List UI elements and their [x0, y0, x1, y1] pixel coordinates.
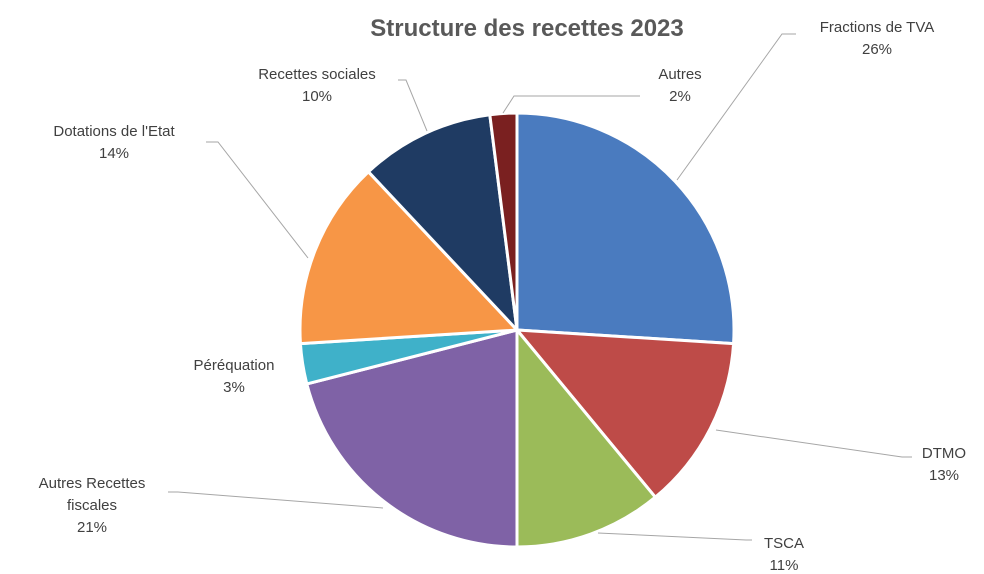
pie-slice-2	[515, 328, 736, 499]
slice-label-value: 2%	[669, 88, 691, 105]
pie-slice-4	[305, 328, 519, 549]
slice-label-name: Autres	[658, 66, 701, 83]
leader-line-7	[398, 79, 428, 132]
slice-label-name: TSCA	[764, 535, 804, 552]
leader-line-1	[676, 33, 796, 181]
slice-label-value: 21%	[77, 519, 107, 536]
slice-label-name: Autres Recettes	[39, 475, 146, 492]
leader-line-8	[502, 95, 640, 114]
leader-lines	[168, 33, 912, 541]
slice-label-value: 10%	[302, 88, 332, 105]
slice-label-name: fiscales	[67, 497, 117, 514]
leader-line-6	[206, 141, 309, 259]
slice-label-value: 26%	[862, 41, 892, 58]
chart-title: Structure des recettes 2023	[370, 15, 684, 42]
pie-slice-1	[515, 111, 736, 346]
slice-label-name: Péréquation	[194, 357, 275, 374]
slice-label-value: 13%	[929, 467, 959, 484]
leader-line-4	[168, 491, 384, 509]
leader-line-2	[715, 429, 912, 458]
pie-slice-6	[298, 170, 519, 346]
slice-labels: Fractions de TVA 26% DTMO 13% TSCA 11% Autres …	[39, 19, 966, 574]
slice-label-value: 3%	[223, 379, 245, 396]
leader-line-3	[597, 532, 752, 541]
slice-label-value: 11%	[770, 557, 799, 574]
pie-slices	[298, 111, 736, 549]
pie-slice-8	[488, 111, 519, 332]
slice-label-name: Dotations de l'Etat	[53, 123, 175, 140]
pie-slice-3	[515, 328, 657, 549]
slice-label-name: Recettes sociales	[258, 66, 376, 83]
slice-label-value: 14%	[99, 145, 129, 162]
pie-slice-7	[366, 113, 519, 332]
slice-label-name: DTMO	[922, 445, 966, 462]
slice-label-name: Fractions de TVA	[820, 19, 935, 36]
